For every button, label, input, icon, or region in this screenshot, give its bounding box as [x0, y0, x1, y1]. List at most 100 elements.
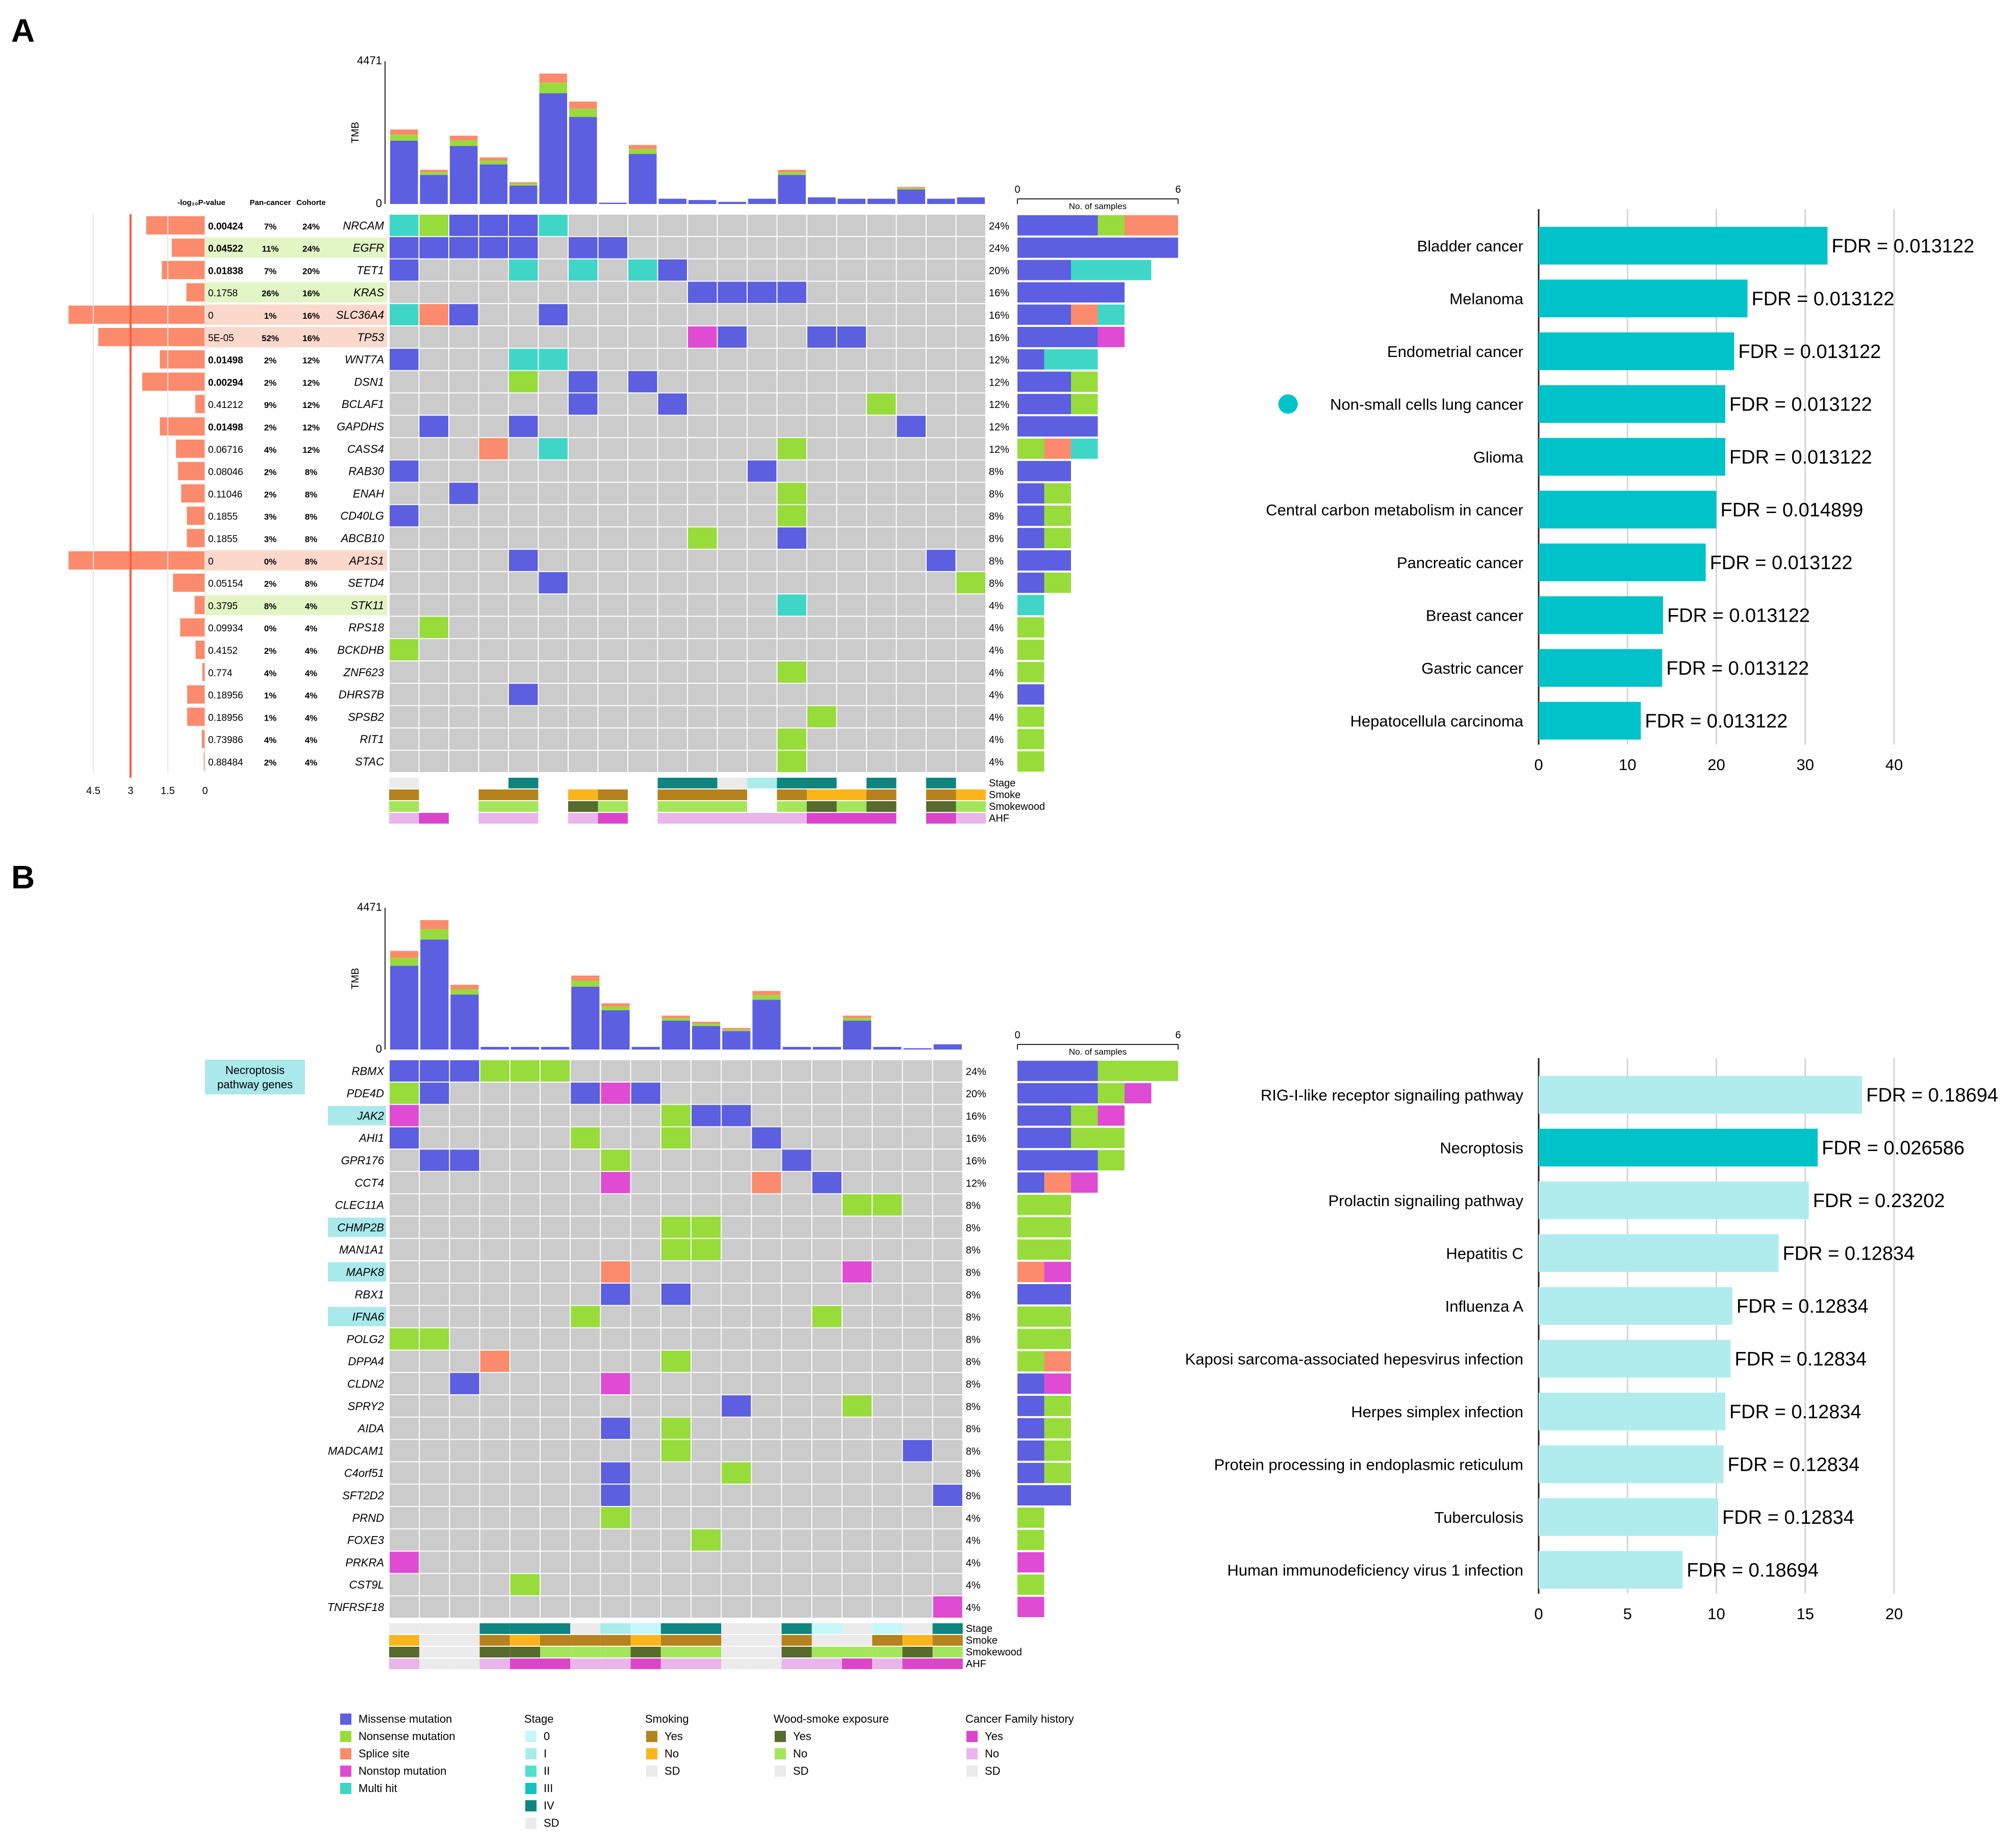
oncoprint-cell: [569, 527, 598, 549]
oncoprint-cell: [782, 1261, 811, 1283]
oncoprint-cell: [571, 1328, 600, 1350]
oncoprint-cell: [658, 438, 687, 459]
oncoprint-cell: [628, 661, 657, 683]
oncoprint-cell: [658, 550, 687, 571]
gene-name: DPPA4: [348, 1355, 384, 1368]
oncoprint-cell: [450, 1395, 479, 1417]
chart-data-label: FDR = 0.013122: [1751, 288, 1894, 310]
oncoprint-cell: [661, 1216, 691, 1238]
oncoprint-cell: [661, 1551, 691, 1573]
oncoprint-cell: [390, 527, 419, 549]
oncoprint-cell: [688, 371, 717, 393]
oncoprint-cell: [903, 1172, 932, 1193]
oncoprint-cell: [449, 617, 478, 638]
oncoprint-cell: [873, 1239, 902, 1261]
oncoprint-cell: [598, 661, 627, 683]
oncoprint-cell: [510, 1596, 540, 1618]
samples-axis-max: 6: [1175, 184, 1181, 195]
oncoprint-cell: [897, 460, 926, 482]
oncoprint-cell: [692, 1485, 721, 1506]
gene-name: ZNF623: [343, 666, 385, 679]
oncoprint-cell: [777, 215, 806, 236]
oncoprint-cell: [658, 639, 687, 660]
oncoprint-cell: [812, 1373, 841, 1394]
sample-count-bar: [1098, 215, 1125, 236]
oncoprint-cell: [873, 1485, 902, 1506]
tmb-bar-missense: [390, 965, 419, 1050]
oncoprint-cell: [601, 1373, 630, 1394]
oncoprint-cell: [927, 482, 956, 504]
gene-cohort-pct: 8%: [305, 534, 318, 544]
oncoprint-cell: [631, 1596, 660, 1618]
oncoprint-cell: [571, 1105, 600, 1127]
oncoprint-cell: [722, 1551, 751, 1573]
oncoprint-cell: [722, 1239, 751, 1261]
tmb-bar-missense: [778, 175, 806, 204]
oncoprint-cell: [390, 683, 419, 705]
chart-x-tick-label: 5: [1623, 1605, 1632, 1623]
annotation-cell: [628, 789, 658, 800]
sample-count-bar: [1017, 1083, 1098, 1104]
oncoprint-cell: [601, 1462, 630, 1484]
oncoprint-cell: [631, 1417, 660, 1439]
annotation-cell: [508, 801, 539, 812]
sample-count-bar: [1071, 1172, 1098, 1193]
gene-frequency: 8%: [966, 1290, 981, 1301]
oncoprint-cell: [843, 1149, 872, 1171]
oncoprint-cell: [718, 438, 747, 459]
gene-name: PDE4D: [347, 1087, 384, 1100]
oncoprint-cell: [903, 1395, 932, 1417]
oncoprint-cell: [631, 1082, 660, 1104]
oncoprint-cell: [390, 482, 419, 504]
oncoprint-cell: [631, 1551, 660, 1573]
oncoprint-cell: [569, 348, 598, 370]
sample-count-bar: [1098, 1105, 1125, 1126]
gene-pvalue: 0.01498: [208, 355, 243, 366]
oncoprint-cell: [539, 282, 568, 303]
oncoprint-cell: [390, 1485, 419, 1506]
gene-name: STK11: [350, 599, 384, 611]
oncoprint-cell: [843, 1507, 872, 1528]
annotation-cell: [568, 813, 598, 824]
gene-name: RPS18: [348, 621, 384, 634]
gene-pvalue: 0.1855: [208, 534, 238, 545]
oncoprint-cell: [479, 728, 508, 750]
oncoprint-cell: [782, 1328, 811, 1350]
oncoprint-cell: [509, 728, 538, 750]
chart-bar: [1539, 385, 1725, 423]
oncoprint-cell: [598, 683, 627, 705]
gene-pvalue: 0.18956: [208, 712, 243, 723]
oncoprint-cell: [390, 1507, 419, 1528]
gene-name: C4orf51: [344, 1467, 384, 1479]
oncoprint-cell: [843, 1373, 872, 1394]
gene-highlight: [205, 282, 387, 303]
oncoprint-cell: [722, 1417, 751, 1439]
gene-pvalue: 0: [208, 556, 214, 567]
gene-pancancer-pct: 1%: [264, 691, 277, 701]
oncoprint-cell: [807, 572, 836, 594]
oncoprint-cell: [873, 1216, 902, 1238]
oncoprint-cell: [933, 1261, 962, 1283]
oncoprint-cell: [601, 1485, 630, 1506]
sample-count-bar: [1017, 394, 1071, 415]
oncoprint-cell: [541, 1284, 570, 1305]
oncoprint-cell: [807, 550, 836, 571]
gene-frequency: 20%: [989, 265, 1009, 276]
annotation-cell: [691, 1658, 722, 1669]
annotation-cell: [660, 1623, 691, 1634]
oncoprint-cell: [807, 326, 836, 348]
oncoprint-cell: [752, 1172, 781, 1193]
gene-highlight: [205, 595, 387, 616]
oncoprint-cell: [867, 482, 896, 504]
tmb-bar-missense: [903, 1048, 932, 1050]
oncoprint-cell: [510, 1127, 540, 1149]
oncoprint-cell: [867, 416, 896, 437]
gene-highlight: [205, 327, 387, 347]
annotation-cell: [811, 1635, 842, 1646]
gene-pancancer-pct: 2%: [264, 423, 277, 432]
oncoprint-cell: [449, 259, 478, 281]
oncoprint-cell: [927, 237, 956, 259]
oncoprint-cell: [812, 1149, 841, 1171]
oncoprint-cell: [688, 282, 717, 303]
oncoprint-cell: [748, 550, 777, 571]
